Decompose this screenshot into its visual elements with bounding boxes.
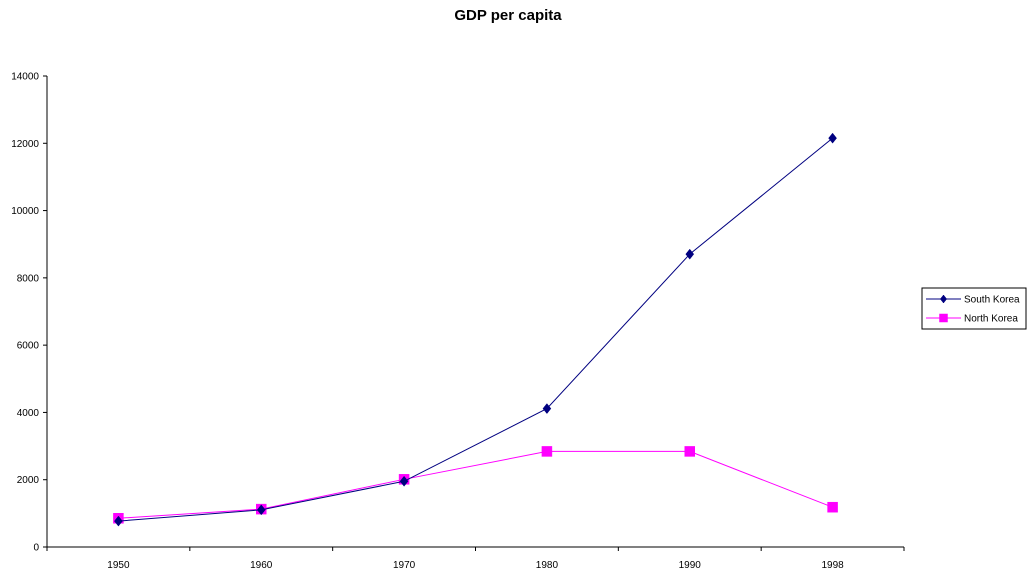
- series-layer: [113, 132, 838, 527]
- y-tick-label: 10000: [11, 206, 39, 217]
- y-tick-label: 14000: [11, 72, 39, 83]
- y-tick-label: 0: [33, 543, 39, 554]
- south-korea-point: [256, 504, 266, 516]
- legend-label-south-korea: South Korea: [964, 295, 1020, 306]
- north-korea-point: [541, 446, 553, 457]
- legend: South Korea North Korea: [921, 287, 1027, 330]
- y-tick-label: 12000: [11, 139, 39, 150]
- south-korea-point: [114, 515, 123, 527]
- x-tick-label: 1990: [679, 560, 702, 571]
- south-korea-point: [542, 403, 552, 414]
- legend-swatch-marker-south-korea: [939, 294, 948, 304]
- x-tick-label: 1980: [536, 560, 559, 571]
- south-korea-point: [685, 248, 695, 260]
- y-tick-label: 2000: [17, 475, 40, 486]
- north-korea-point: [684, 446, 695, 457]
- north-korea-point: [827, 501, 838, 513]
- x-tick-label: 1970: [393, 560, 416, 571]
- south-korea-line: [118, 137, 833, 522]
- y-tick-label: 8000: [17, 273, 40, 284]
- north-korea-line: [118, 450, 833, 519]
- legend-swatch-marker-north-korea: [939, 313, 948, 323]
- x-tick-label: 1998: [821, 560, 844, 571]
- chart-title: GDP per capita: [454, 7, 562, 24]
- y-tick-label: 6000: [17, 341, 40, 352]
- axes: 0 2000 4000 6000 8000 10000 12000 14000 1950 1960…: [11, 72, 905, 571]
- y-tick-label: 4000: [17, 408, 40, 419]
- x-tick-label: 1950: [107, 560, 130, 571]
- legend-label-north-korea: North Korea: [964, 314, 1018, 325]
- south-korea-point: [828, 132, 837, 144]
- x-tick-label: 1960: [250, 560, 273, 571]
- south-korea-point: [399, 475, 409, 487]
